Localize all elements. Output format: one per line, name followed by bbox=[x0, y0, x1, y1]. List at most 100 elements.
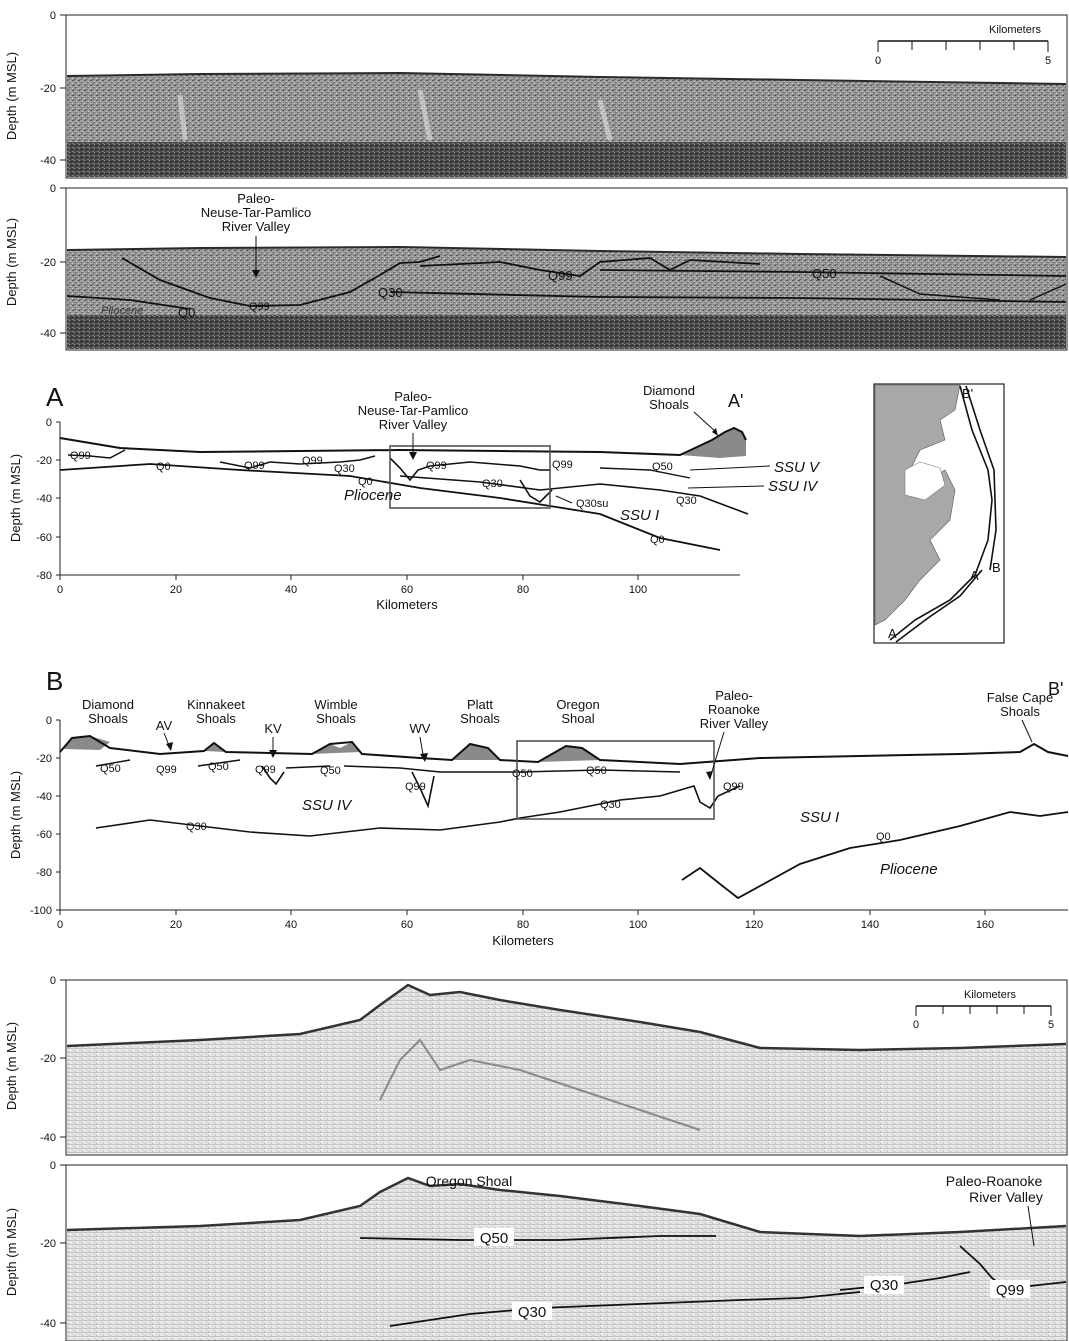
horizon-label: Q30su bbox=[576, 498, 608, 510]
horizon-label: Q30 bbox=[378, 285, 403, 300]
valley-a bbox=[389, 457, 550, 482]
label-line: Diamond bbox=[643, 383, 695, 398]
scale-bar-end: 5 bbox=[1045, 55, 1051, 67]
sound-water bbox=[904, 461, 946, 501]
section-end-letter: B' bbox=[1048, 679, 1063, 699]
tick-label: 40 bbox=[285, 584, 297, 596]
horizon-label: Q99 bbox=[426, 460, 447, 472]
map-label: A bbox=[888, 626, 897, 641]
valley-label: AV bbox=[156, 718, 173, 733]
horizon-label: Q99 bbox=[244, 460, 265, 472]
unit-label: SSU I bbox=[800, 809, 839, 826]
label-line: Shoals bbox=[316, 711, 356, 726]
q50-bottom bbox=[359, 1235, 716, 1241]
unit-label: SSU IV bbox=[302, 797, 353, 814]
tick-label: -40 bbox=[36, 493, 52, 505]
valley-label: WV bbox=[410, 721, 431, 736]
seismic-fill bbox=[67, 985, 1066, 1154]
tick-label: 0 bbox=[50, 1160, 56, 1172]
q99-minor bbox=[879, 275, 1067, 301]
seismic-fill bbox=[67, 1178, 1066, 1340]
label-line: Shoals bbox=[196, 711, 236, 726]
depth-ticks-panel-4: 0 -20 -40 bbox=[40, 1160, 66, 1330]
unit-label: SSU V bbox=[774, 459, 821, 476]
label-line: False Cape bbox=[987, 690, 1053, 705]
scale-bar-bottom: Kilometers 0 5 bbox=[913, 989, 1054, 1031]
tick-label: -20 bbox=[40, 83, 56, 95]
q30-horizon bbox=[389, 291, 1067, 303]
tick-label: 60 bbox=[401, 584, 413, 596]
label-line: Shoal bbox=[561, 711, 594, 726]
horizon-label: Q0 bbox=[876, 831, 891, 843]
section-letter: B bbox=[46, 666, 63, 696]
horizon-label: Q30 bbox=[676, 495, 697, 507]
scale-bar-label: Kilometers bbox=[989, 24, 1041, 36]
label-knockout bbox=[864, 1276, 904, 1294]
unit-label: Pliocene bbox=[344, 487, 402, 504]
transect-line bbox=[895, 385, 997, 643]
unit-label: SSU I bbox=[620, 507, 659, 524]
tick-label: -40 bbox=[40, 155, 56, 167]
diamond-shoals-label-a: Diamond Shoals bbox=[643, 383, 718, 436]
depth-axis-label: Depth (m MSL) bbox=[4, 52, 19, 140]
scale-bar-end: 5 bbox=[1048, 1019, 1054, 1031]
horizon-label: Q30 bbox=[870, 1277, 898, 1294]
shoal-fill bbox=[64, 736, 110, 750]
barrier-island bbox=[889, 385, 993, 641]
label-line: Shoals bbox=[1000, 704, 1040, 719]
label-line: River Valley bbox=[700, 716, 769, 731]
horizon-label: Q50 bbox=[100, 763, 121, 775]
label-line: Kinnakeet bbox=[187, 697, 245, 712]
tick-label: 0 bbox=[46, 417, 52, 429]
valley-label-a: Paleo- Neuse-Tar-Pamlico River Valley bbox=[358, 389, 469, 460]
tick-label: 0 bbox=[57, 584, 63, 596]
label-knockout bbox=[990, 1280, 1030, 1298]
label-line: Neuse-Tar-Pamlico bbox=[358, 403, 469, 418]
label-line: River Valley bbox=[969, 1189, 1043, 1205]
unit-label: Pliocene bbox=[880, 861, 938, 878]
tick-label: 80 bbox=[517, 919, 529, 931]
label-line: Paleo- bbox=[715, 688, 753, 703]
tick-label: 40 bbox=[285, 919, 297, 931]
tick-label: 140 bbox=[861, 919, 879, 931]
depth-axis-label: Depth (m MSL) bbox=[4, 1022, 19, 1110]
tick-label: -100 bbox=[30, 905, 52, 917]
mainland bbox=[874, 384, 961, 626]
seabed-reflector bbox=[66, 983, 1067, 1052]
depth-ticks-panel-1: 0 -20 -40 bbox=[40, 10, 66, 167]
unit-label: SSU IV bbox=[768, 478, 819, 495]
seafloor-b bbox=[59, 734, 1069, 766]
tick-label: 100 bbox=[629, 584, 647, 596]
multiple-band bbox=[67, 142, 1066, 177]
horizon-label: Q50 bbox=[586, 765, 607, 777]
horizon-label: Q99 bbox=[302, 455, 323, 467]
tick-label: 120 bbox=[745, 919, 763, 931]
depth-axis-label: Depth (m MSL) bbox=[4, 218, 19, 306]
tick-label: -60 bbox=[36, 532, 52, 544]
label-line: Platt bbox=[467, 697, 493, 712]
horizon-label: Q99 bbox=[723, 781, 744, 793]
inset-box-a bbox=[389, 445, 551, 509]
valley-kv bbox=[261, 765, 285, 786]
multiple-band bbox=[67, 315, 1066, 349]
depth-ticks-panel-3: 0 -20 -40 bbox=[40, 975, 66, 1144]
depth-axis-label: Depth (m MSL) bbox=[8, 771, 23, 859]
label-line: Wimble bbox=[314, 697, 357, 712]
horizon-label: Q99 bbox=[548, 268, 573, 283]
horizon-label: Q30 bbox=[482, 478, 503, 490]
q99-horizon-east bbox=[419, 257, 761, 277]
km-axis-label: Kilometers bbox=[492, 933, 554, 948]
depth-axis-label: Depth (m MSL) bbox=[8, 454, 23, 542]
seafloor-a bbox=[59, 426, 747, 457]
section-b-profile bbox=[59, 734, 1069, 900]
label-line: River Valley bbox=[379, 417, 448, 432]
label-line: River Valley bbox=[222, 219, 291, 234]
tick-label: -20 bbox=[40, 257, 56, 269]
horizon-label: Q50 bbox=[512, 768, 533, 780]
leader bbox=[687, 485, 765, 489]
section-a-profile bbox=[59, 426, 749, 551]
leader bbox=[1027, 1205, 1035, 1247]
shoal-fill bbox=[312, 742, 360, 754]
map-label: B' bbox=[962, 386, 973, 401]
section-letter: A bbox=[46, 382, 64, 412]
